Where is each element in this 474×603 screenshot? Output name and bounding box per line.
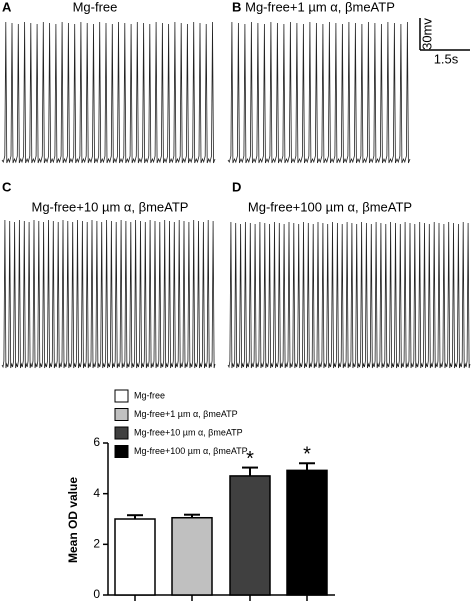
legend-label: Mg-free+1 µm α, βmeATP	[134, 409, 238, 419]
significance: *	[246, 448, 254, 470]
y-tick-label: 4	[93, 486, 100, 500]
panel-label: A	[2, 0, 12, 14]
y-tick-label: 2	[93, 537, 100, 551]
bar	[286, 469, 328, 596]
voltage-trace	[227, 21, 411, 164]
scale-time: 1.5s	[434, 51, 459, 66]
legend-swatch	[114, 426, 129, 440]
y-tick-label: 0	[93, 587, 100, 601]
scale-voltage: 30mv	[419, 18, 434, 50]
panel-title: Mg-free+100 µm α, βmeATP	[248, 199, 412, 214]
legend-swatch	[114, 389, 129, 403]
panel-label: D	[232, 179, 241, 194]
panel-label: C	[2, 179, 12, 194]
y-axis-label: Mean OD value	[66, 477, 80, 563]
traces	[1, 21, 471, 369]
bar	[229, 475, 271, 596]
y-tick-label: 6	[93, 435, 100, 449]
voltage-trace	[1, 21, 216, 164]
panel-label: B	[232, 0, 241, 14]
panel-title: Mg-free	[73, 0, 118, 14]
voltage-trace	[1, 219, 216, 369]
legend-swatch	[114, 408, 129, 421]
bar	[171, 516, 213, 596]
significance: *	[303, 444, 311, 466]
legend-label: Mg-free+10 µm α, βmeATP	[134, 427, 243, 437]
legend-label: Mg-free	[134, 390, 165, 400]
panel-title: Mg-free+10 µm α, βmeATP	[32, 199, 189, 214]
panel-title: Mg-free+1 µm α, βmeATP	[245, 0, 395, 14]
bar	[114, 518, 156, 596]
voltage-trace	[227, 221, 471, 369]
legend-swatch	[114, 445, 129, 458]
legend-label: Mg-free+100 µm α, βmeATP	[134, 446, 248, 456]
